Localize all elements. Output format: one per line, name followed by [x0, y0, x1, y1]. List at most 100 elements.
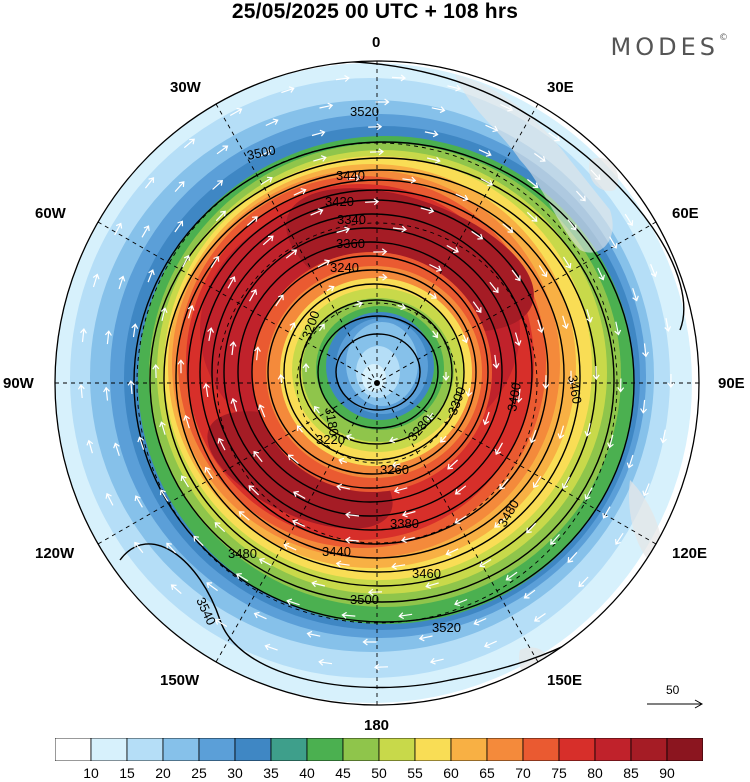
colorbar-swatch: [450, 738, 488, 761]
wind-arrow: [127, 380, 135, 395]
colorbar-swatch: [55, 738, 92, 761]
wind-arrow: [227, 276, 236, 289]
wind-arrow: [283, 542, 297, 551]
wind-arrow: [418, 634, 433, 642]
wind-arrow: [354, 300, 363, 308]
colorbar-tick-label: 20: [155, 765, 171, 781]
lon-label-90w: 90W: [3, 375, 34, 392]
wind-arrow: [480, 178, 494, 187]
wind-arrow: [514, 332, 522, 347]
colorbar-swatch: [558, 738, 596, 761]
colorbar-tick-label: 65: [479, 765, 495, 781]
wind-arrow: [277, 374, 285, 384]
wind-arrow: [217, 437, 226, 451]
wind-arrow: [454, 598, 468, 607]
wind-arrow: [113, 442, 120, 456]
wind-arrow: [141, 225, 150, 238]
wind-arrow: [373, 663, 389, 671]
wind-arrow: [254, 346, 261, 361]
wind-arrow: [494, 518, 506, 528]
wind-arrow: [346, 174, 361, 182]
wind-arrow: [642, 343, 649, 358]
wind-arrow: [104, 330, 112, 345]
wind-arrow: [505, 571, 518, 581]
wind-arrow: [159, 421, 166, 435]
wind-arrow: [293, 490, 306, 500]
wind-arrow: [489, 281, 499, 294]
contour-label: 3500: [350, 592, 379, 607]
wind-arrow: [134, 541, 144, 554]
colorbar-tick-label: 75: [551, 765, 567, 781]
wind-arrow: [229, 107, 243, 117]
wind-arrow: [207, 327, 215, 342]
wind-arrow: [527, 178, 539, 189]
lon-label-60e: 60E: [672, 205, 699, 222]
colorbar-tick-label: 50: [371, 765, 387, 781]
wind-arrow: [345, 511, 360, 519]
wind-arrow: [170, 584, 182, 595]
wind-arrow: [253, 450, 263, 463]
colorbar-tick-label: 35: [263, 765, 279, 781]
contour-label: 3340: [337, 212, 366, 227]
wind-arrow: [393, 486, 408, 494]
wind-arrow: [586, 309, 593, 323]
wind-arrow: [182, 254, 191, 268]
wind-arrow: [420, 207, 435, 214]
wind-arrow: [306, 630, 321, 638]
wind-vectors: [77, 74, 675, 671]
wind-arrow: [534, 152, 546, 162]
wind-arrow: [174, 181, 185, 193]
wind-arrow: [472, 301, 482, 314]
lon-label-180: 180: [364, 717, 390, 734]
wind-arrow: [180, 475, 190, 488]
wind-arrow: [318, 658, 333, 666]
wind-arrow: [159, 489, 169, 502]
wind-arrow: [429, 657, 444, 665]
lon-label-30e: 30E: [547, 79, 574, 96]
wind-arrow: [293, 188, 307, 196]
wind-arrow: [602, 506, 611, 519]
wind-arrow: [614, 321, 622, 336]
wind-arrow: [401, 510, 416, 518]
wind-arrow: [432, 330, 438, 339]
colorbar-tick-label: 85: [623, 765, 639, 781]
wind-arrow: [144, 177, 155, 189]
shaded-wind-speed: [55, 61, 699, 705]
wind-arrow: [86, 439, 94, 454]
colorbar-swatch: [378, 738, 416, 761]
wind-arrow: [336, 483, 351, 491]
wind-arrow: [626, 454, 634, 469]
contour-label: 3500: [246, 142, 277, 163]
wind-arrow: [548, 132, 561, 142]
wind-arrow: [424, 130, 439, 138]
wind-arrow: [258, 404, 266, 418]
wind-arrow: [103, 386, 110, 401]
wind-arrow: [318, 323, 325, 332]
wind-arrow: [471, 230, 484, 240]
wind-arrow: [542, 375, 550, 390]
lon-label-60w: 60W: [35, 205, 66, 222]
south-pole-marker: [374, 380, 380, 386]
contour-label: 3440: [336, 168, 365, 183]
wind-arrow: [483, 640, 497, 649]
brand-text: MODES: [610, 33, 719, 61]
wind-arrow: [429, 293, 437, 299]
wind-arrow: [317, 259, 331, 268]
wind-arrow: [431, 106, 446, 114]
contour-label: 3460: [565, 374, 585, 405]
lon-label-0: 0: [372, 34, 381, 51]
wind-arrow: [204, 466, 214, 479]
wind-arrow: [454, 485, 467, 495]
wind-arrow: [212, 180, 224, 190]
colorbar-tick-label: 70: [515, 765, 531, 781]
lon-label-120e: 120E: [672, 545, 708, 562]
wind-arrow: [391, 461, 401, 469]
wind-arrow: [401, 536, 415, 544]
wind-arrow: [526, 211, 538, 222]
wind-arrow: [597, 267, 605, 281]
wind-arrow: [526, 522, 537, 534]
wind-arrow: [289, 322, 296, 331]
contour-label: 3260: [380, 462, 409, 477]
wind-arrow: [537, 319, 544, 334]
wind-arrow: [92, 273, 100, 288]
